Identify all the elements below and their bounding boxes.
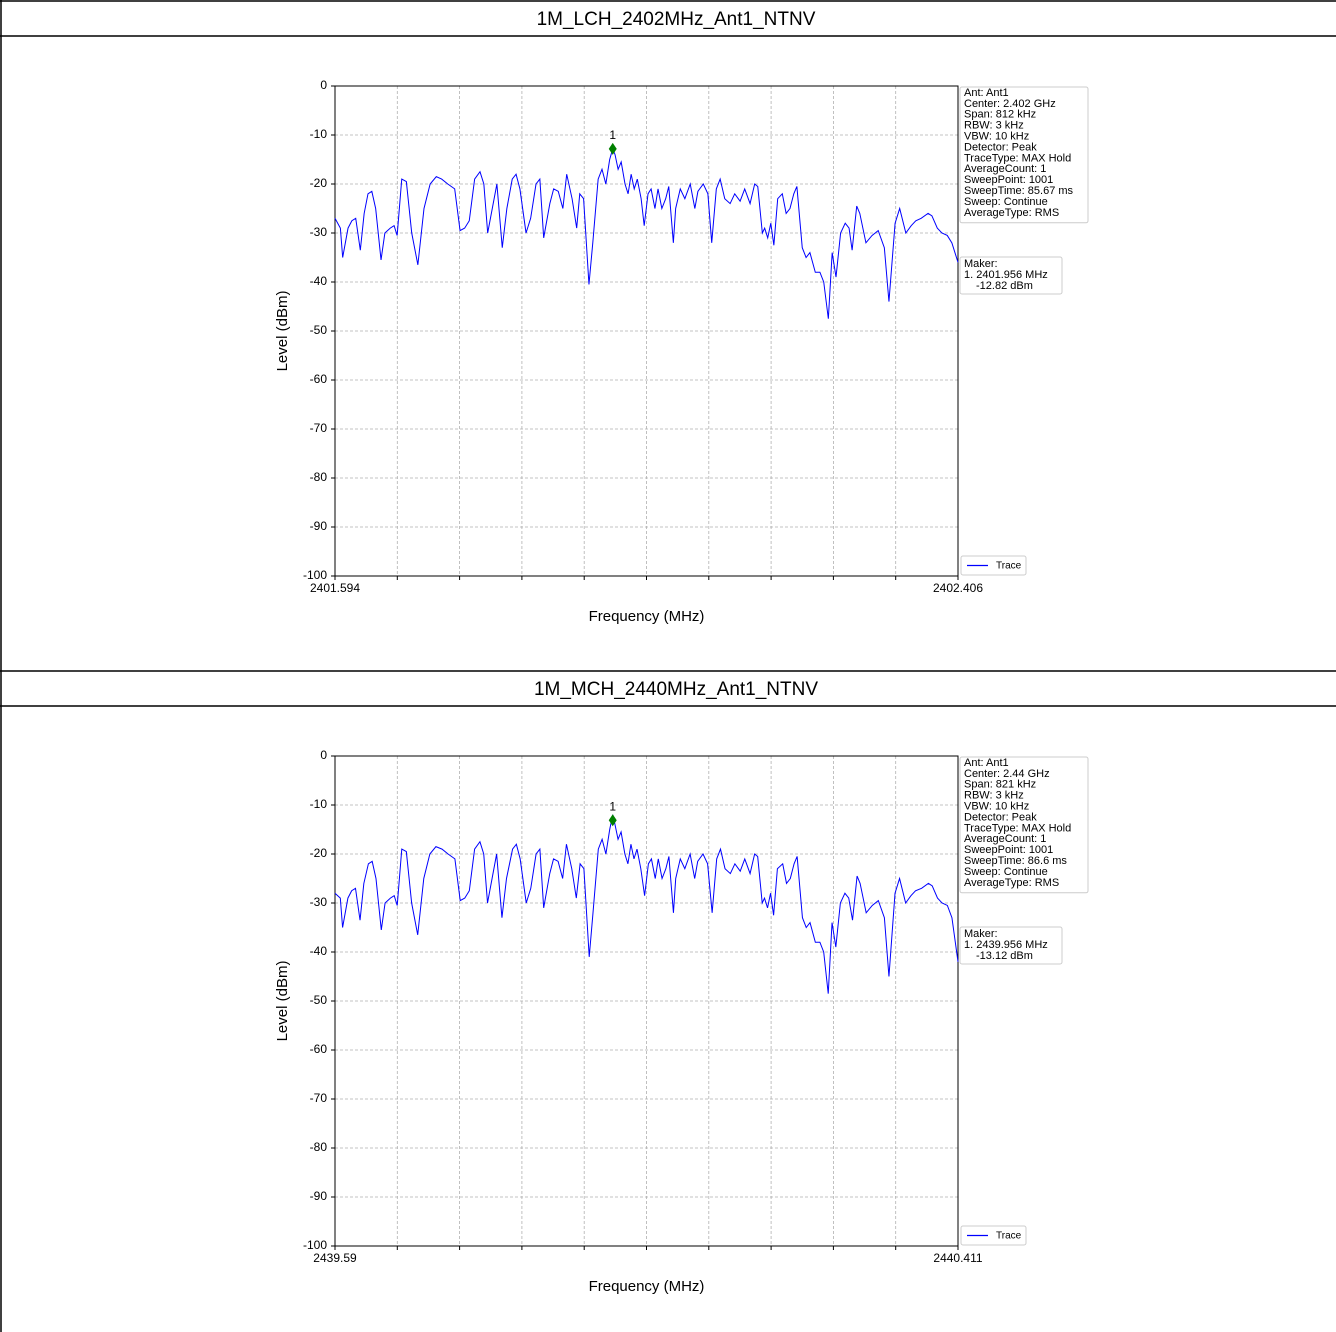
x-axis-label: Frequency (MHz) bbox=[589, 1278, 705, 1295]
info-line: SweepPoint: 1001 bbox=[964, 844, 1053, 856]
marker-heading: Maker: bbox=[964, 928, 998, 940]
y-tick-label: -70 bbox=[310, 1091, 328, 1105]
info-line: Center: 2.44 GHz bbox=[964, 768, 1050, 780]
marker-label: 1 bbox=[609, 128, 616, 142]
marker-point bbox=[608, 142, 617, 155]
y-tick-label: -80 bbox=[310, 1140, 328, 1154]
info-line: Sweep: Continue bbox=[964, 196, 1048, 208]
y-tick-label: -40 bbox=[310, 944, 328, 958]
plot-frame bbox=[334, 755, 959, 1247]
y-tick-label: -80 bbox=[310, 470, 328, 484]
info-line: TraceType: MAX Hold bbox=[964, 822, 1071, 834]
y-tick-label: -20 bbox=[310, 846, 328, 860]
y-tick-label: -40 bbox=[310, 274, 328, 288]
info-line: AverageType: RMS bbox=[964, 877, 1059, 889]
x-tick-label: 2440.411 bbox=[933, 1251, 982, 1265]
info-line: Center: 2.402 GHz bbox=[964, 98, 1056, 110]
info-line: Detector: Peak bbox=[964, 141, 1037, 153]
trace-line bbox=[334, 814, 959, 994]
y-tick-label: -60 bbox=[310, 372, 328, 386]
info-box bbox=[959, 86, 1089, 224]
info-line: SweepPoint: 1001 bbox=[964, 174, 1053, 186]
legend-label: Trace bbox=[996, 1231, 1022, 1242]
y-tick-label: -50 bbox=[310, 993, 328, 1007]
info-box bbox=[959, 756, 1089, 894]
marker-level: -13.12 dBm bbox=[976, 950, 1033, 962]
y-tick-label: -50 bbox=[310, 323, 328, 337]
marker-frequency: 1. 2439.956 MHz bbox=[964, 939, 1048, 951]
y-tick-label: -100 bbox=[303, 568, 327, 582]
info-line: VBW: 10 kHz bbox=[964, 801, 1029, 813]
marker-level: -12.82 dBm bbox=[976, 280, 1033, 292]
y-tick-label: -100 bbox=[303, 1238, 327, 1252]
x-tick-label: 2439.59 bbox=[313, 1251, 357, 1265]
y-tick-label: 0 bbox=[320, 78, 327, 92]
legend-box bbox=[960, 1225, 1027, 1246]
y-tick-label: -10 bbox=[310, 127, 328, 141]
section-title: 1M_MCH_2440MHz_Ant1_NTNV bbox=[534, 679, 818, 700]
y-tick-label: -60 bbox=[310, 1042, 328, 1056]
marker-box bbox=[959, 926, 1063, 965]
info-line: AverageCount: 1 bbox=[964, 833, 1046, 845]
plot-frame bbox=[334, 85, 959, 577]
info-line: SweepTime: 86.6 ms bbox=[964, 855, 1067, 867]
info-line: TraceType: MAX Hold bbox=[964, 152, 1071, 164]
y-tick-label: -70 bbox=[310, 421, 328, 435]
y-tick-label: 0 bbox=[320, 748, 327, 762]
info-line: Span: 821 kHz bbox=[964, 779, 1036, 791]
marker-point bbox=[608, 814, 617, 827]
x-axis-label: Frequency (MHz) bbox=[589, 608, 705, 625]
info-line: Ant: Ant1 bbox=[964, 757, 1009, 769]
info-line: Ant: Ant1 bbox=[964, 87, 1009, 99]
trace-line bbox=[334, 147, 959, 319]
y-tick-label: -10 bbox=[310, 797, 328, 811]
y-tick-label: -90 bbox=[310, 1189, 328, 1203]
info-line: SweepTime: 85.67 ms bbox=[964, 185, 1074, 197]
x-tick-label: 2402.406 bbox=[933, 581, 983, 595]
x-tick-label: 2401.594 bbox=[310, 581, 360, 595]
legend-label: Trace bbox=[996, 561, 1022, 572]
info-line: AverageCount: 1 bbox=[964, 163, 1046, 175]
y-tick-label: -30 bbox=[310, 895, 328, 909]
section-title: 1M_LCH_2402MHz_Ant1_NTNV bbox=[537, 9, 816, 30]
info-line: RBW: 3 kHz bbox=[964, 790, 1024, 802]
marker-box bbox=[959, 256, 1063, 295]
y-tick-label: -90 bbox=[310, 519, 328, 533]
info-line: AverageType: RMS bbox=[964, 207, 1059, 219]
marker-label: 1 bbox=[609, 799, 616, 813]
y-tick-label: -30 bbox=[310, 225, 328, 239]
marker-frequency: 1. 2401.956 MHz bbox=[964, 269, 1048, 281]
info-line: Sweep: Continue bbox=[964, 866, 1048, 878]
info-line: Span: 812 kHz bbox=[964, 109, 1036, 121]
marker-heading: Maker: bbox=[964, 258, 998, 270]
y-tick-label: -20 bbox=[310, 176, 328, 190]
info-line: RBW: 3 kHz bbox=[964, 120, 1024, 132]
info-line: VBW: 10 kHz bbox=[964, 131, 1029, 143]
y-axis-label: Level (dBm) bbox=[274, 291, 291, 372]
info-line: Detector: Peak bbox=[964, 811, 1037, 823]
legend-box bbox=[960, 555, 1027, 576]
y-axis-label: Level (dBm) bbox=[274, 961, 291, 1042]
